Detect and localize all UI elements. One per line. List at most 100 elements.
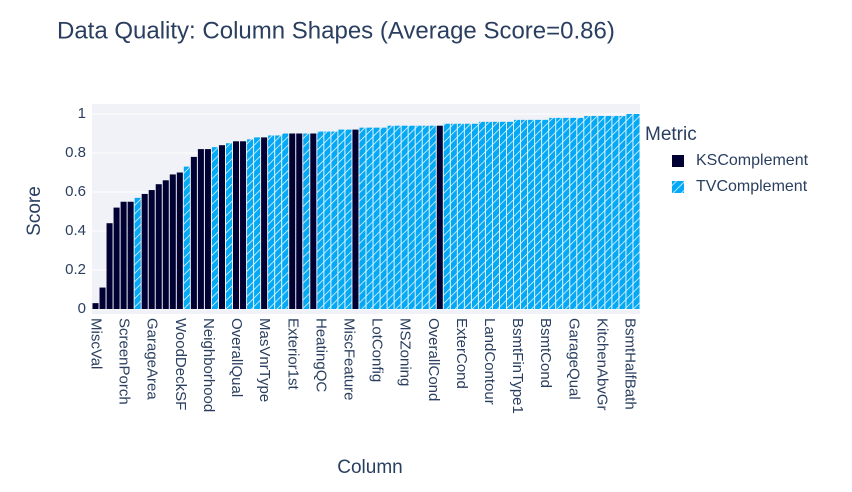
- y-tick-label: 0.8: [65, 144, 86, 161]
- legend-label: KSComplement: [696, 152, 809, 169]
- x-tick-label: ScreenPorch: [116, 318, 133, 405]
- bar: [113, 207, 120, 309]
- x-tick-label: BsmtHalfBath: [621, 318, 638, 410]
- bar: [247, 139, 254, 309]
- bar: [155, 184, 162, 309]
- bar: [443, 123, 450, 309]
- bar: [422, 125, 429, 309]
- legend-title: Metric: [645, 124, 697, 145]
- bar: [324, 131, 331, 309]
- bar: [549, 117, 556, 310]
- bar: [268, 135, 275, 309]
- bar: [450, 123, 457, 309]
- x-tick-label: Neighborhood: [200, 318, 217, 412]
- bar: [106, 223, 113, 309]
- bar: [366, 127, 373, 310]
- bar: [373, 127, 380, 310]
- x-tick-label: GarageQual: [565, 318, 582, 400]
- bar: [570, 117, 577, 310]
- bar: [591, 115, 598, 309]
- bar: [528, 119, 535, 309]
- bar: [289, 133, 296, 309]
- bar: [359, 127, 366, 310]
- bar: [176, 172, 183, 309]
- bar: [204, 149, 211, 309]
- x-tick-label: ExterCond: [453, 318, 470, 389]
- bar: [317, 131, 324, 309]
- bar: [338, 129, 345, 309]
- bar: [478, 121, 485, 309]
- bar: [507, 121, 514, 309]
- bar: [303, 133, 310, 309]
- legend-label: TVComplement: [696, 178, 808, 195]
- x-tick-label: Exterior1st: [284, 318, 301, 391]
- y-axis-title: Score: [24, 186, 45, 236]
- x-tick-label: LotConfig: [369, 318, 386, 382]
- chart-title: Data Quality: Column Shapes (Average Sco…: [57, 17, 615, 44]
- y-tick-label: 0.4: [65, 222, 86, 239]
- y-tick-label: 0.6: [65, 183, 86, 200]
- bar: [514, 119, 521, 309]
- bar: [275, 135, 282, 309]
- bar: [471, 123, 478, 309]
- x-tick-label: OverallQual: [228, 318, 245, 397]
- x-tick-label: MiscFeature: [340, 318, 357, 401]
- bar: [499, 121, 507, 309]
- bar: [394, 125, 401, 309]
- bar: [296, 133, 303, 309]
- bar: [331, 131, 338, 309]
- bar: [211, 147, 218, 309]
- bar: [633, 114, 640, 309]
- x-tick-label: GarageArea: [144, 318, 161, 400]
- x-tick-label: LandContour: [481, 318, 498, 405]
- bar: [261, 137, 268, 309]
- bar: [577, 117, 584, 310]
- x-tick-label: KitchenAbvGr: [593, 318, 610, 411]
- bar: [127, 201, 134, 309]
- bar: [225, 143, 233, 309]
- y-tick-label: 0: [78, 300, 86, 317]
- bar: [464, 123, 471, 309]
- bar: [190, 156, 197, 309]
- bar: [415, 125, 422, 309]
- plot-background: [92, 104, 640, 314]
- bar: [457, 123, 464, 309]
- x-tick-label: HeatingQC: [312, 318, 329, 392]
- bar: [120, 201, 127, 309]
- bar: [197, 149, 204, 309]
- y-tick-label: 1: [78, 105, 86, 122]
- x-tick-label: WoodDeckSF: [172, 318, 189, 410]
- bar: [380, 127, 387, 310]
- bar: [162, 180, 169, 309]
- bar: [141, 193, 148, 309]
- bar: [556, 117, 563, 310]
- bar: [401, 125, 408, 309]
- bar: [254, 137, 261, 309]
- bar: [605, 115, 612, 309]
- bar: [345, 129, 352, 309]
- bar: [310, 133, 317, 309]
- bar: [92, 303, 99, 309]
- bar: [282, 133, 289, 309]
- bar: [218, 145, 225, 309]
- x-tick-label: OverallCond: [425, 318, 442, 401]
- bar: [485, 121, 492, 309]
- bar: [134, 197, 141, 309]
- bar: [619, 115, 626, 309]
- bar: [492, 121, 499, 309]
- bar: [521, 119, 528, 309]
- bar: [542, 119, 549, 309]
- bar: [183, 166, 190, 309]
- bar: [99, 287, 106, 309]
- x-tick-label: BsmtFinType1: [509, 318, 526, 414]
- x-tick-label: MSZoning: [397, 318, 414, 386]
- bar: [563, 117, 570, 310]
- bar: [429, 125, 436, 309]
- bar: [352, 129, 359, 309]
- x-tick-label: MiscVal: [88, 318, 105, 369]
- bar: [584, 115, 591, 309]
- bar: [408, 125, 415, 309]
- bar: [169, 174, 176, 309]
- y-tick-label: 0.2: [65, 261, 86, 278]
